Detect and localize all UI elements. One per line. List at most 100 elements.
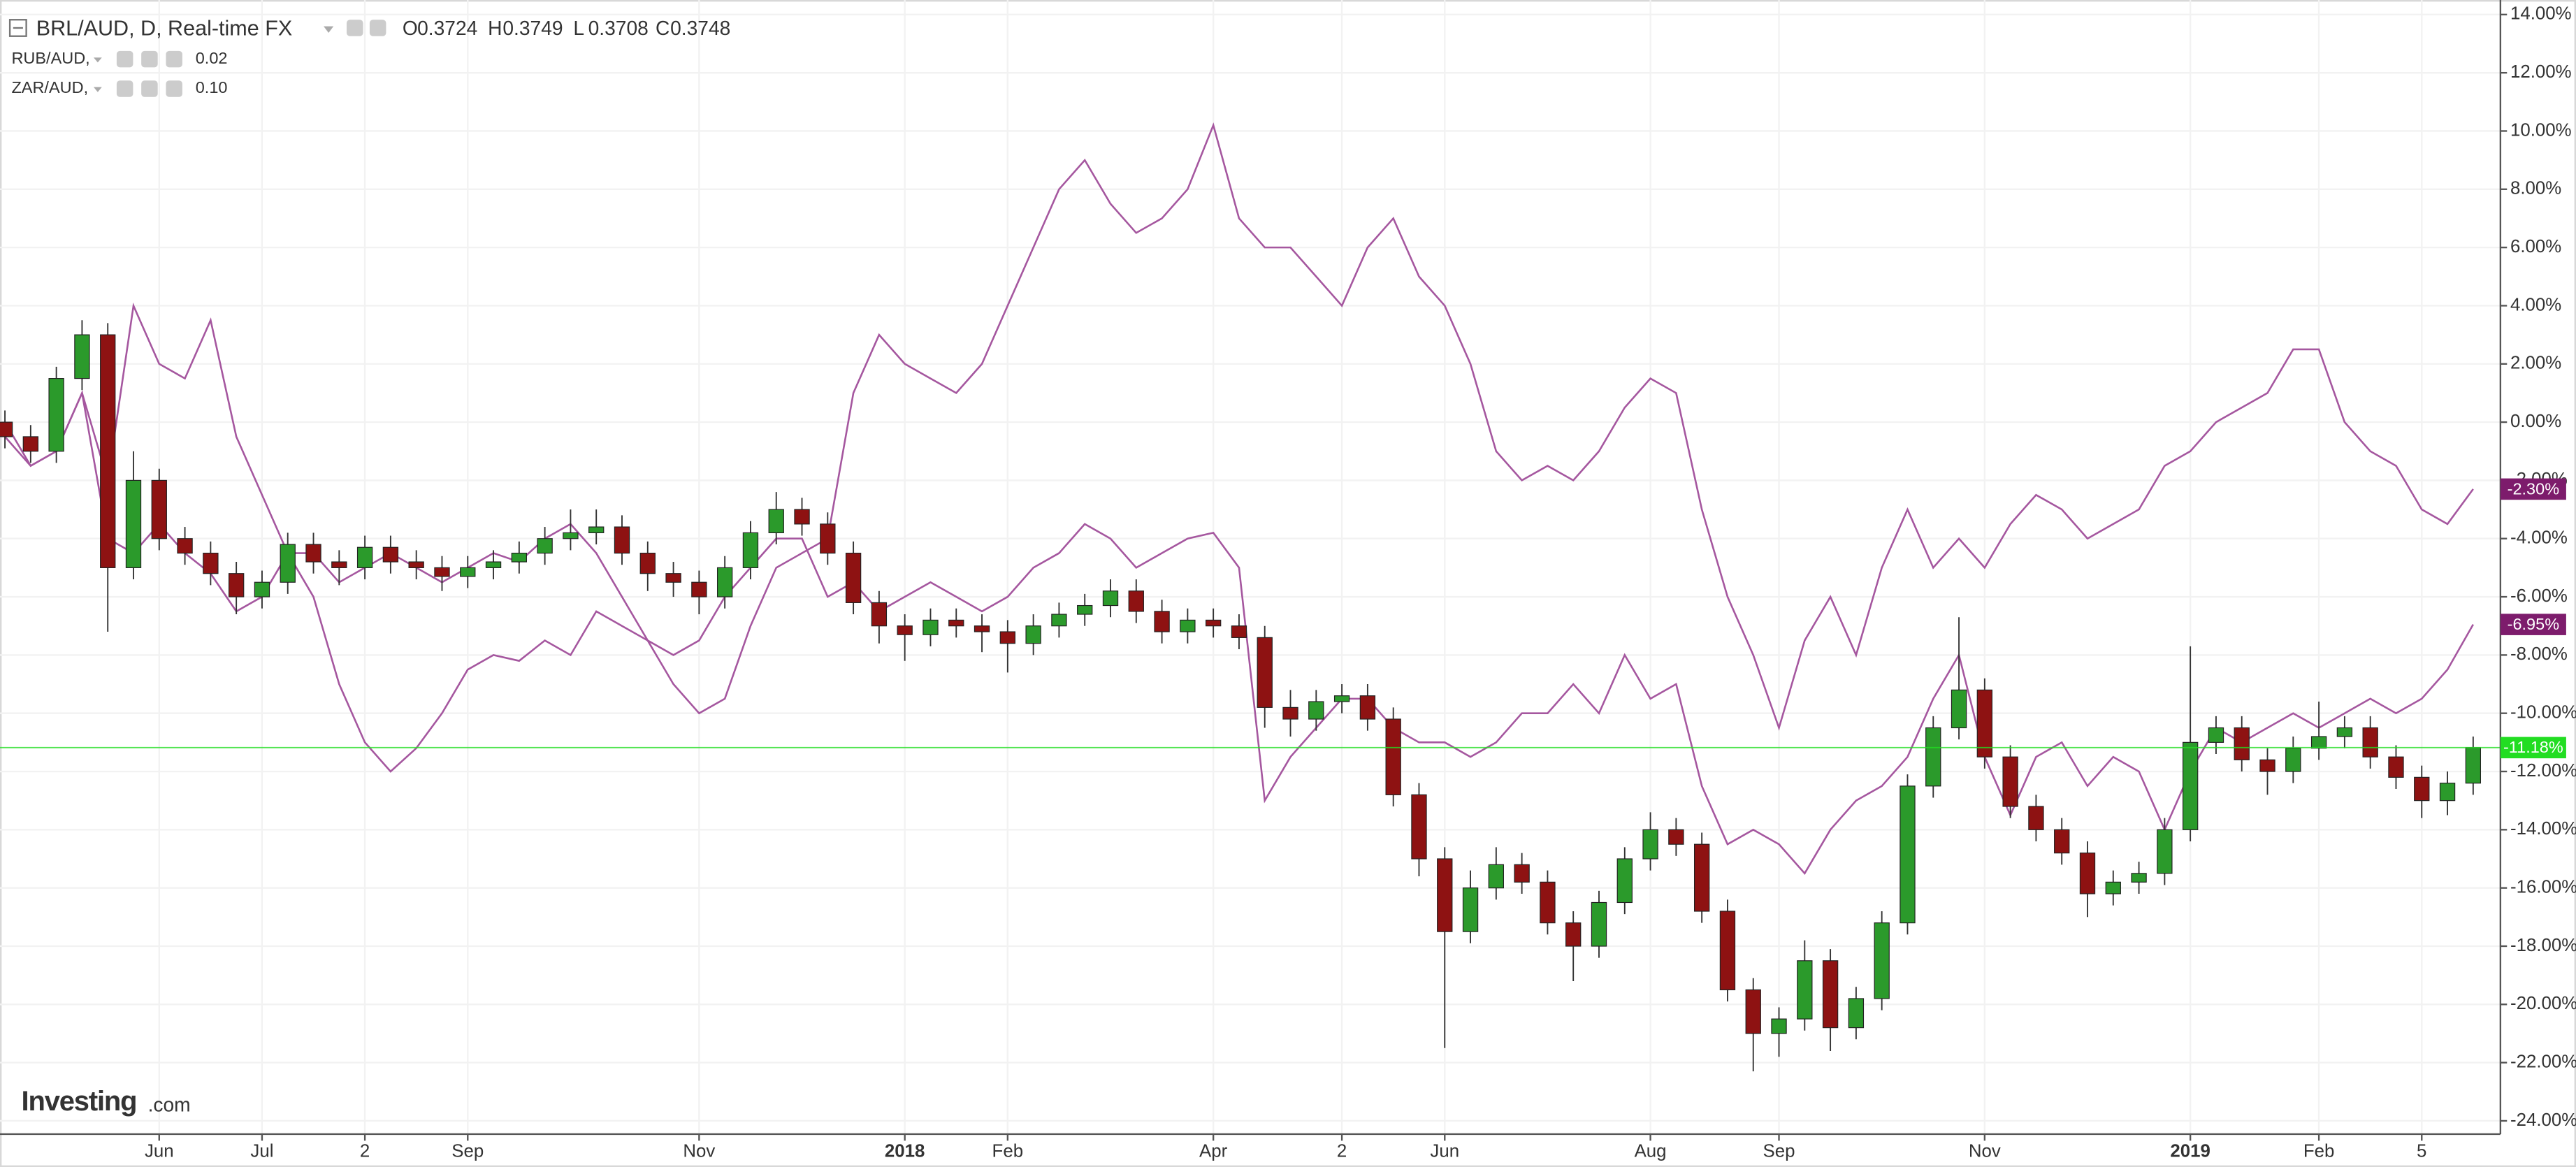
ohlc-header: O 0.3724 H 0.3749 L 0.3708 C 0.3748 [403,17,730,39]
logo-suffix: .com [148,1093,191,1115]
x-tick-label: 2018 [885,1142,925,1161]
candle-body [820,523,836,554]
last-value-label: -6.95% [2508,615,2560,633]
candle-body [1205,619,1222,627]
candle-body [356,546,373,568]
candle-body [1077,604,1093,615]
settings-icon[interactable] [116,80,133,97]
candle-body [948,619,964,627]
candle-body [1180,619,1196,632]
candle-body [1128,590,1144,612]
ohlc-key: H [488,17,502,39]
candle-body [614,526,630,554]
last-value-badge [2500,614,2566,635]
last-value-badge [2500,478,2566,500]
candle-body [1514,864,1530,883]
y-tick-label: -6.00% [2510,586,2568,606]
ohlc-value: 0.3708 [588,17,649,39]
candle-body [2079,853,2096,894]
candle-body [408,561,424,568]
legend-value: 0.10 [196,78,228,96]
candle-body [588,526,605,533]
candle-body [1976,689,1993,758]
candle-body [2259,759,2275,772]
ohlc-value: 0.3724 [417,17,477,39]
last-value-label: -2.30% [2508,479,2560,498]
candle-body [2054,829,2070,854]
settings-icon[interactable] [141,50,158,68]
candle-body [1231,625,1247,638]
candle-body [1411,794,1427,860]
candle-body [1745,989,1761,1034]
settings-icon[interactable] [347,20,363,36]
logo: Investing [22,1086,137,1117]
candle-body [48,378,64,452]
candle-body [485,561,502,568]
candle-body [2131,873,2147,883]
candle-body [228,573,245,597]
candle-body [100,334,116,568]
x-tick-label: Jul [250,1142,273,1161]
x-tick-label: Jun [145,1142,174,1161]
candle-body [1771,1018,1787,1034]
dropdown-arrow[interactable] [93,57,102,63]
ohlc-key: C [656,17,670,39]
x-tick-label: Apr [1199,1142,1228,1161]
y-tick-label: -8.00% [2510,644,2568,664]
candle-body [768,509,784,533]
ohlc-value: 0.3748 [670,17,730,39]
x-tick-label: 5 [2417,1142,2426,1161]
candle-body [1668,829,1684,845]
dropdown-arrow[interactable] [93,87,102,92]
candle-body [1540,881,1556,924]
candle-body [537,538,553,554]
candle-body [434,567,450,577]
chart-title: BRL/AUD, D, Real-time FX [36,16,293,40]
y-tick-label: -4.00% [2510,528,2568,548]
candle-body [845,552,862,603]
candle-body [1900,785,1916,924]
candle-body [254,581,270,597]
close-icon[interactable] [166,80,182,97]
settings-icon[interactable] [141,80,158,97]
candle-body [2028,806,2044,830]
candle-body [280,544,296,583]
candle-body [691,581,707,597]
dropdown-arrow[interactable] [324,26,334,34]
candle-body [1385,718,1401,795]
candle-body [1642,829,1658,860]
settings-icon[interactable] [369,20,386,36]
candle-body [1874,922,1890,999]
close-icon[interactable] [166,50,182,68]
candle-body [2414,776,2430,802]
candle-body [639,552,656,574]
candle-body [1822,960,1839,1029]
x-tick-label: Aug [1635,1142,1667,1161]
candle-body [1308,701,1324,720]
x-tick-label: Jun [1430,1142,1459,1161]
candle-body [1565,922,1582,947]
candle-body [1719,911,1736,991]
x-tick-label: Nov [683,1142,715,1161]
candle-body [1693,843,1710,912]
candle-body [331,561,347,568]
settings-icon[interactable] [116,50,133,68]
candle-body [2388,756,2404,778]
candle-body [2234,727,2250,760]
y-tick-label: 12.00% [2510,62,2572,82]
candle-body [871,602,888,627]
candle-body [2105,881,2121,894]
y-tick-label: 8.00% [2510,179,2561,198]
candle-body [665,573,681,583]
x-tick-label: 2 [1337,1142,1347,1161]
candle-body [2465,747,2482,784]
candle-body [2310,736,2327,749]
collapse-icon[interactable] [8,19,27,37]
y-tick-label: -10.00% [2510,703,2576,723]
candle-body [1025,625,1041,644]
candle-body [2208,727,2224,743]
candle-body [2439,783,2456,802]
y-tick-label: -12.00% [2510,761,2576,781]
